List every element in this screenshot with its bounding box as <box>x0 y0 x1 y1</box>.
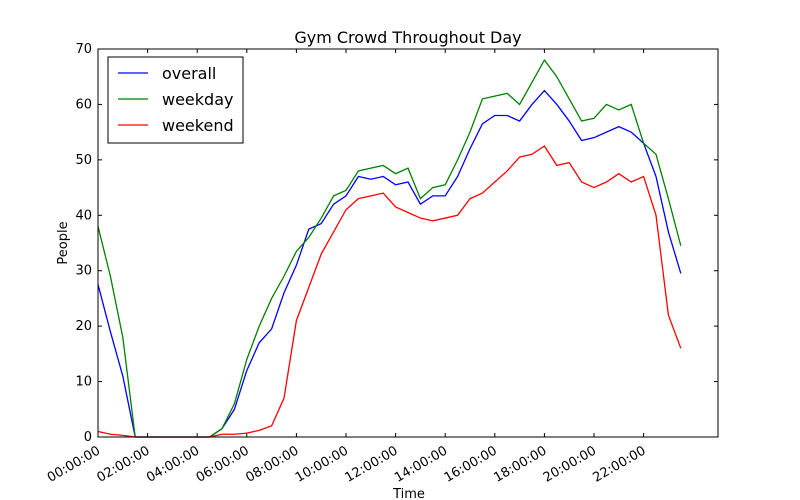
plot-frame <box>97 48 719 438</box>
y-tick-label: 70 <box>75 42 92 57</box>
y-tick-label: 40 <box>75 208 92 223</box>
y-tick-label: 20 <box>75 319 92 334</box>
y-tick-label: 10 <box>75 375 92 390</box>
y-tick-label: 0 <box>84 430 92 445</box>
legend-label: overall <box>162 64 216 83</box>
y-tick-label: 60 <box>75 97 92 112</box>
y-tick-label: 30 <box>75 264 92 279</box>
chart-title: Gym Crowd Throughout Day <box>294 28 521 47</box>
y-axis-label: People <box>56 221 71 264</box>
legend-label: weekend <box>162 116 234 135</box>
x-axis-label: Time <box>392 487 425 500</box>
y-tick-label: 50 <box>75 153 92 168</box>
legend-label: weekday <box>162 90 233 109</box>
legend-box <box>107 56 244 144</box>
